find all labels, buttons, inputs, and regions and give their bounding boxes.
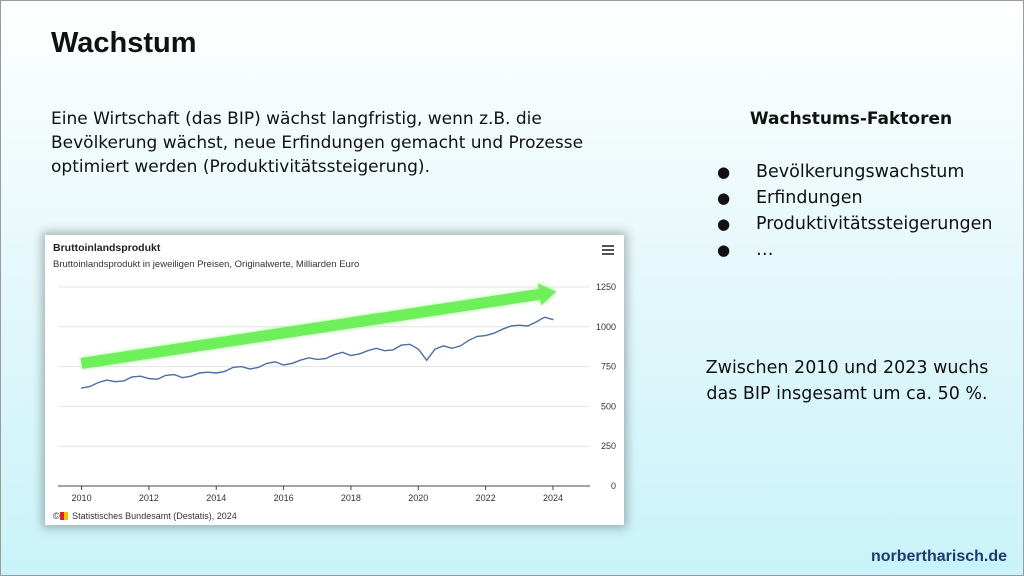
data-point [341,351,344,353]
x-tick-label: 2012 [139,493,159,503]
data-point [518,324,520,326]
factors-list: ● Bevölkerungswachstum ● Erfindungen ● Prod… [713,159,992,263]
data-point [552,319,554,321]
list-item: ●… [713,237,992,263]
data-point [325,358,327,360]
destatis-logo-icon [59,512,68,520]
bullet-icon: ● [717,241,731,259]
data-point [224,370,226,372]
chart-subtitle: Bruttoinlandsprodukt in jeweiligen Preis… [53,259,360,270]
data-point [367,350,369,352]
x-tick-label: 2020 [408,493,428,503]
x-tick-label: 2016 [274,493,294,503]
data-point [139,375,142,377]
y-tick-label: 1000 [596,322,616,332]
data-point [165,374,167,376]
data-point [249,368,251,370]
data-point [527,325,529,327]
data-point [114,381,116,383]
factor-label: Bevölkerungswachstum [756,162,965,182]
x-tick-label: 2014 [206,493,226,503]
data-point [131,376,133,378]
bullet-icon: ● [717,215,731,233]
data-point [266,362,268,365]
credit-text: Statistisches Bundesamt (Destatis), 2024 [72,511,237,521]
data-point [333,354,335,356]
data-point [106,379,108,381]
data-point [510,325,512,327]
data-point [434,348,436,350]
x-tick-label: 2010 [72,493,92,503]
factor-label: Erfindungen [756,188,863,208]
bullet-icon: ● [717,163,731,181]
slide-title: Wachstum [51,27,197,59]
data-point [148,377,150,380]
bullet-icon: ● [717,189,731,207]
data-point [501,328,504,330]
data-point [240,366,243,368]
summary-text: Zwischen 2010 und 2023 wuchs das BIP ins… [705,358,989,404]
y-tick-label: 250 [601,441,616,451]
intro-text: Eine Wirtschaft (das BIP) wächst langfri… [51,109,584,177]
chart-title: Bruttoinlandsprodukt [53,242,161,254]
x-tick-label: 2022 [476,493,496,503]
factor-label: Produktivitätssteigerungen [756,214,993,234]
factor-label: … [756,240,774,260]
data-point [535,321,537,323]
data-point [442,345,445,347]
data-point [426,359,428,361]
data-point [459,345,461,347]
data-point [123,380,125,382]
data-point [316,358,318,361]
list-item: ● Erfindungen [713,185,992,211]
data-point [384,350,386,352]
data-point [215,372,217,374]
data-point [417,348,419,350]
data-point [291,362,293,365]
data-point [181,377,184,379]
data-point [400,344,403,346]
data-point [282,364,285,366]
factors-title: Wachstums-Faktoren [749,109,953,129]
menu-icon[interactable] [602,245,614,255]
list-item: ● Produktivitätssteigerungen [713,211,992,237]
data-point [468,339,470,341]
data-point [350,354,352,357]
data-point [274,361,276,363]
data-point [89,385,91,388]
data-point [232,366,234,368]
data-point [80,387,83,389]
data-point [476,335,478,337]
copyright-icon: © [53,511,60,521]
data-point [299,359,302,361]
x-tick-label: 2024 [543,493,563,503]
data-point [97,381,100,384]
data-point [207,371,209,373]
data-point [375,347,377,349]
data-point [257,366,259,368]
data-point [493,332,495,334]
data-point [308,357,310,359]
y-tick-label: 0 [611,481,616,491]
chart-plot: 0 250 500 750 1000 1250 2010 2012 2014 2016 2018 20… [58,282,616,503]
data-point [485,334,487,337]
footer-brand[interactable]: norbertharisch.de [870,548,1007,565]
data-point [358,353,360,355]
data-point [156,378,158,380]
y-tick-label: 1250 [596,282,616,292]
chart-credit: © Statistisches Bundesamt (Destatis), 20… [53,511,237,521]
data-point [190,375,192,377]
data-point [173,373,175,376]
data-point [451,347,453,349]
data-point [392,349,394,351]
y-tick-label: 750 [601,362,616,372]
data-point [409,343,411,345]
trend-arrow [80,283,557,369]
chart-card: 0 250 500 750 1000 1250 2010 2012 2014 2016 2018 20… [45,235,624,525]
x-tick-label: 2018 [341,493,361,503]
list-item: ● Bevölkerungswachstum [713,159,992,185]
data-point [543,316,546,318]
data-point [198,372,201,374]
y-tick-label: 500 [601,401,616,411]
